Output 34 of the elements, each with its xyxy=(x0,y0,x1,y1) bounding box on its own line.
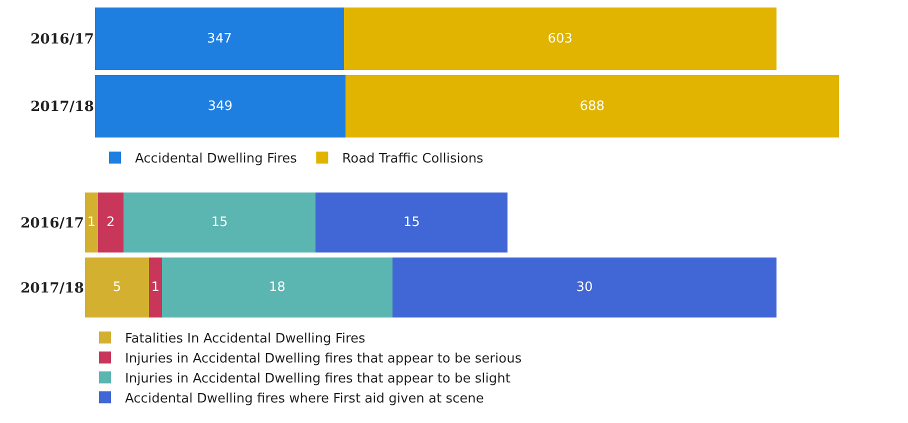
data-label: 1 xyxy=(87,215,96,230)
bar xyxy=(85,257,150,318)
y-tick-label: 2016/17 xyxy=(30,32,94,48)
legend-label: Road Traffic Collisions xyxy=(342,152,484,167)
data-label: 603 xyxy=(548,31,573,46)
data-label: 347 xyxy=(207,31,232,46)
bar xyxy=(95,74,346,138)
legend-label: Fatalities In Accidental Dwelling Fires xyxy=(125,332,366,347)
data-label: 5 xyxy=(112,280,122,296)
y-tick-label: 2017/18 xyxy=(30,99,94,116)
data-label: 30 xyxy=(576,280,593,296)
bar xyxy=(344,7,776,70)
bar xyxy=(85,192,98,253)
data-label: 15 xyxy=(403,215,420,230)
data-label: 18 xyxy=(268,280,286,296)
data-label: 688 xyxy=(580,98,605,114)
legend-label: Accidental Dwelling fires where First aid given at scene xyxy=(125,391,484,406)
bar xyxy=(316,192,508,253)
bar xyxy=(98,192,124,253)
bar xyxy=(345,74,839,138)
data-label: 349 xyxy=(208,98,233,114)
bar xyxy=(162,257,392,318)
legend-label: Injuries in Accidental Dwelling fires that appear to be slight xyxy=(125,371,510,386)
y-tick-label: 2016/17 xyxy=(20,215,84,232)
legend-label: Injuries in Accidental Dwelling fires that appear to be serious xyxy=(125,352,522,367)
bar xyxy=(95,7,344,70)
legend-label: Accidental Dwelling Fires xyxy=(135,152,298,167)
data-label: 2 xyxy=(106,215,115,230)
y-tick-label: 2017/18 xyxy=(20,280,84,296)
data-label: 15 xyxy=(211,215,228,230)
data-label: 1 xyxy=(151,280,160,296)
bar xyxy=(392,257,777,318)
bar xyxy=(149,257,162,318)
bar xyxy=(123,192,316,253)
